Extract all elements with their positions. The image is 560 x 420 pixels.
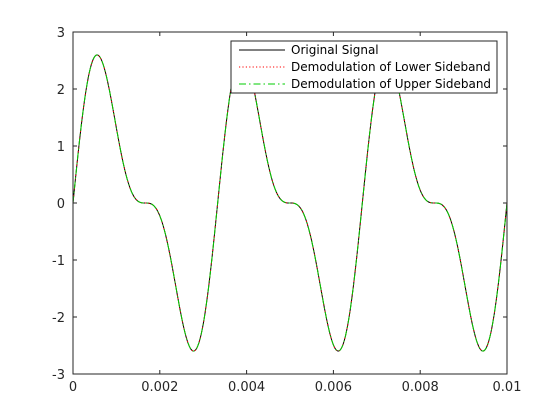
x-tick-label: 0.008 [402,380,439,395]
y-tick-label: -2 [52,311,65,326]
x-tick-label: 0.01 [493,380,522,395]
legend-label-lower-sideband: Demodulation of Lower Sideband [291,60,491,74]
y-tick-label: 0 [57,197,65,212]
series-lines [72,54,508,352]
x-tick-labels: 0 0.002 0.004 0.006 0.008 0.01 [69,380,522,395]
axes-box [72,31,508,375]
x-tick-label: 0 [69,380,77,395]
legend-label-original-signal: Original Signal [291,43,379,57]
y-tick-labels: -3 -2 -1 0 1 2 3 [52,26,65,383]
y-tick-label: 2 [57,83,65,98]
legend-label-upper-sideband: Demodulation of Upper Sideband [291,77,491,91]
y-tick-label: -3 [52,368,65,383]
y-tick-label: 1 [57,140,65,155]
axis-ticks [72,31,508,375]
x-tick-label: 0.002 [141,380,178,395]
series-line-2 [72,54,508,352]
y-tick-label: 3 [57,26,65,41]
x-tick-label: 0.006 [315,380,352,395]
x-tick-label: 0.004 [228,380,265,395]
y-tick-label: -1 [52,254,65,269]
legend: Original Signal Demodulation of Lower Si… [230,40,498,94]
